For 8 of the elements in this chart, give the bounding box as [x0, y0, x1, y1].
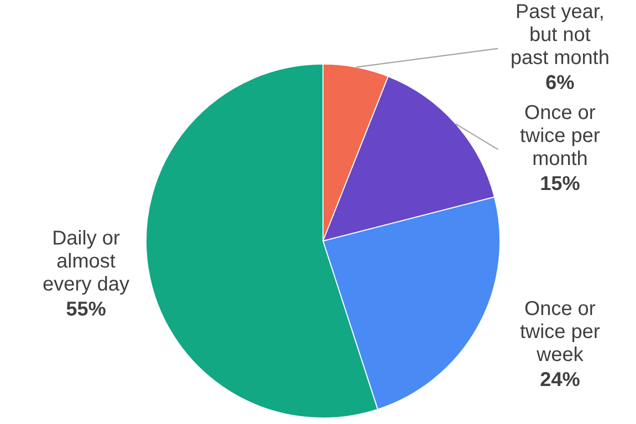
slice-label: Past year, but not past month	[510, 1, 610, 69]
slice-label: Once or twice per week	[520, 298, 600, 366]
slice-label: Once or twice per month	[520, 102, 600, 170]
slice-label: Daily or almost every day	[42, 227, 130, 296]
data-label: 15%	[540, 173, 580, 195]
data-label: 55%	[66, 298, 106, 320]
data-label: 24%	[540, 369, 580, 392]
data-label: 6%	[546, 72, 575, 94]
